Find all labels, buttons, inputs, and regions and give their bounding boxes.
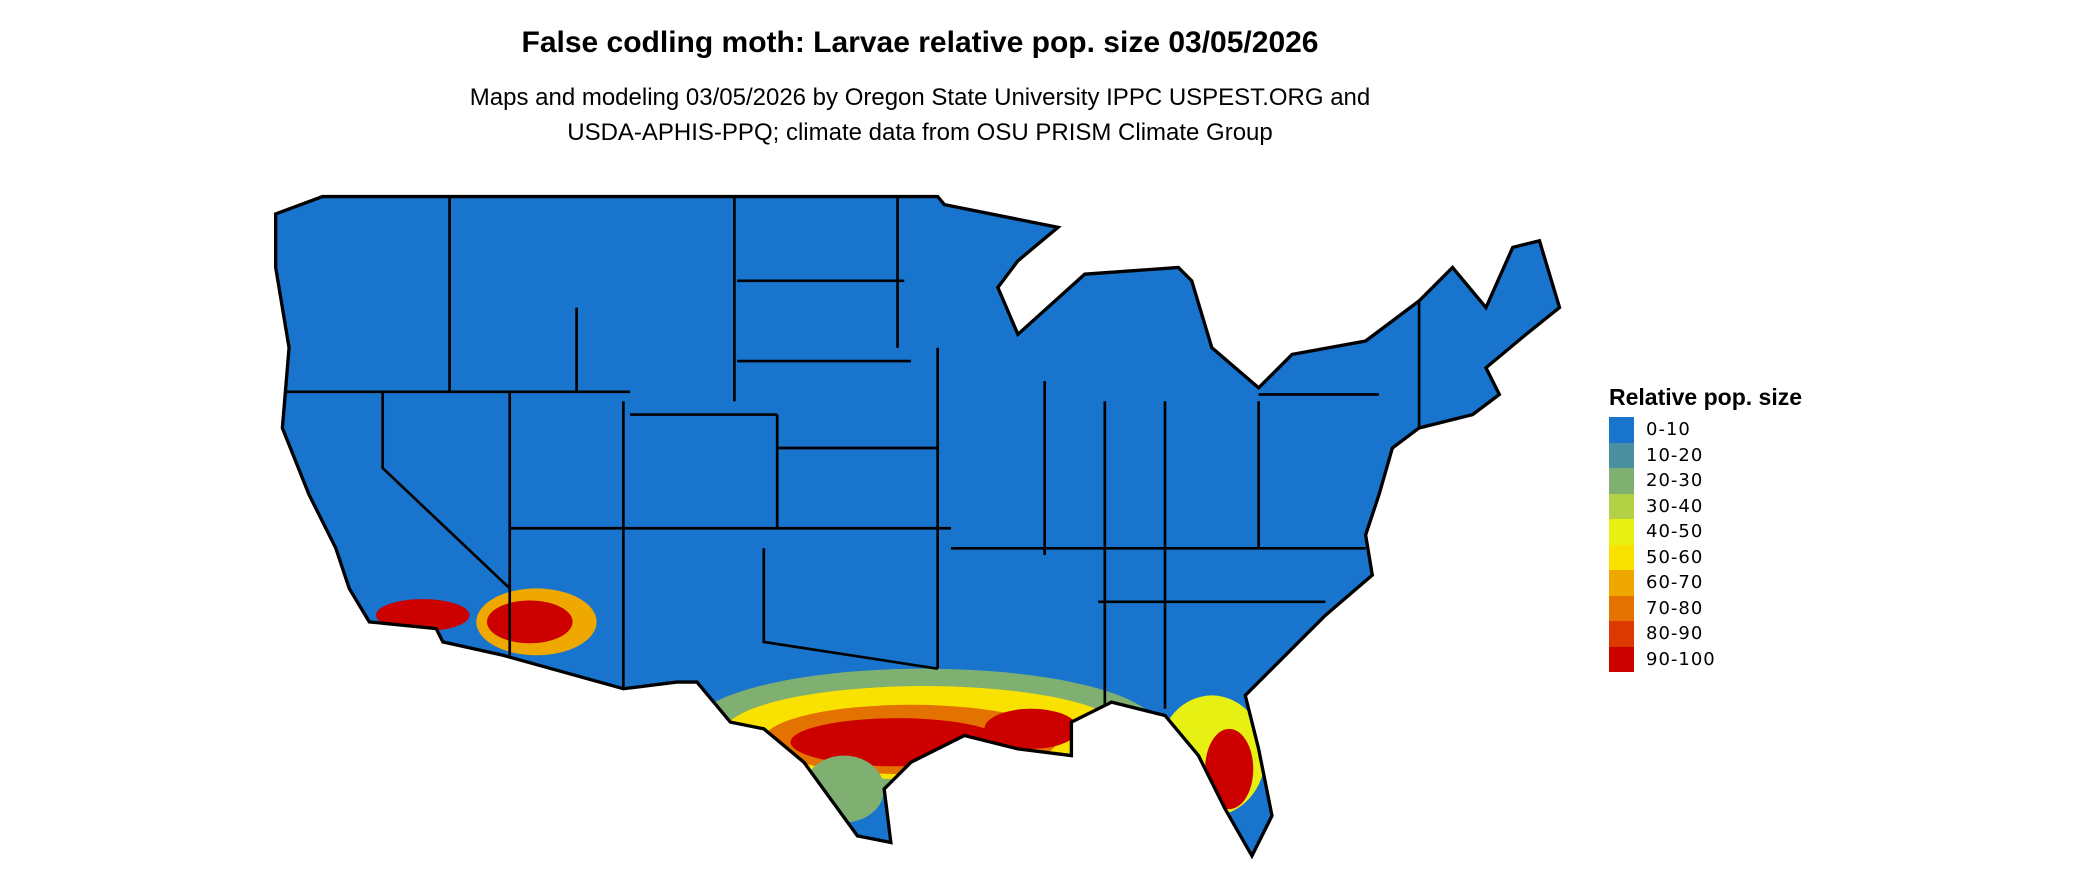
legend-label: 40-50	[1646, 521, 1704, 543]
legend-item: 80-90	[1609, 621, 1802, 647]
legend-swatch	[1609, 468, 1634, 494]
legend-swatch	[1609, 570, 1634, 596]
legend-label: 80-90	[1646, 623, 1704, 645]
legend-item: 20-30	[1609, 468, 1802, 494]
legend-label: 20-30	[1646, 470, 1704, 492]
subtitle-line-1: Maps and modeling 03/05/2026 by Oregon S…	[469, 84, 1371, 111]
legend-item: 90-100	[1609, 646, 1802, 672]
louisiana-zone	[984, 708, 1079, 749]
legend-swatch	[1609, 442, 1634, 468]
legend-item: 10-20	[1609, 442, 1802, 468]
legend-swatch	[1609, 493, 1634, 519]
legend-swatch	[1609, 646, 1634, 672]
us-outline	[274, 194, 1562, 860]
legend: Relative pop. size 0-10 10-20 20-30 30-40 40…	[1609, 384, 1802, 672]
state-borders	[282, 196, 1421, 723]
us-land	[275, 196, 1560, 856]
legend-label: 50-60	[1646, 546, 1704, 568]
legend-item: 60-70	[1609, 570, 1802, 596]
legend-swatch	[1609, 621, 1634, 647]
legend-item: 0-10	[1609, 417, 1802, 443]
subtitle-line-2: USDA-APHIS-PPQ; climate data from OSU PR…	[567, 119, 1273, 146]
legend-swatch	[1609, 519, 1634, 545]
legend-item: 50-60	[1609, 544, 1802, 570]
legend-item: 30-40	[1609, 493, 1802, 519]
legend-swatch	[1609, 544, 1634, 570]
legend-title: Relative pop. size	[1609, 384, 1803, 410]
gulf-zone-90	[790, 718, 1005, 767]
south-texas-zone	[803, 755, 885, 823]
legend-item: 70-80	[1609, 595, 1802, 621]
map-title: False codling moth: Larvae relative pop.…	[521, 26, 1319, 59]
legend-item: 40-50	[1609, 519, 1802, 545]
legend-label: 0-10	[1646, 419, 1691, 441]
arizona-zone-90	[486, 600, 573, 644]
legend-swatch	[1609, 595, 1634, 621]
legend-swatch	[1609, 417, 1634, 443]
legend-label: 30-40	[1646, 495, 1704, 517]
florida-zone-90	[1205, 728, 1254, 810]
legend-label: 60-70	[1646, 572, 1704, 594]
legend-label: 90-100	[1646, 648, 1716, 670]
legend-label: 10-20	[1646, 444, 1704, 466]
legend-label: 70-80	[1646, 597, 1704, 619]
